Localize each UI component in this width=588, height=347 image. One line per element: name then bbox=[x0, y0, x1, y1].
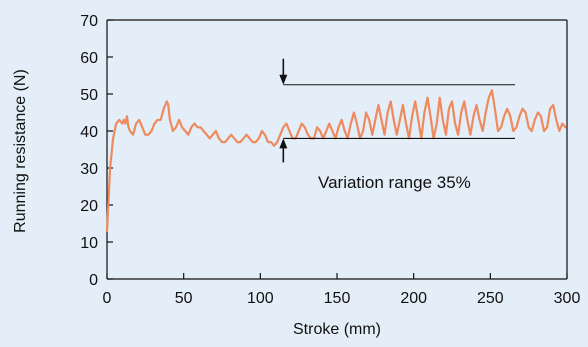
x-tick-label: 50 bbox=[175, 290, 193, 307]
resistance-line bbox=[105, 89, 567, 232]
x-tick-label: 250 bbox=[477, 290, 504, 307]
y-tick-label: 30 bbox=[80, 161, 98, 178]
variation-range-label: Variation range 35% bbox=[318, 173, 471, 192]
x-axis-label: Stroke (mm) bbox=[293, 321, 381, 338]
x-tick-label: 200 bbox=[400, 290, 427, 307]
bottom-arrow-head bbox=[279, 138, 288, 149]
variation-range-annotation: Variation range 35% bbox=[279, 58, 515, 192]
x-ticks: 0 50 100 150 200 250 300 bbox=[103, 273, 581, 307]
y-tick-label: 0 bbox=[89, 272, 98, 289]
x-tick-label: 0 bbox=[103, 290, 112, 307]
x-tick-label: 300 bbox=[554, 290, 581, 307]
y-axis-label: Running resistance (N) bbox=[12, 69, 29, 233]
top-arrow-head bbox=[279, 74, 288, 85]
x-tick-label: 150 bbox=[324, 290, 351, 307]
axes bbox=[106, 19, 568, 280]
y-ticks: 0 10 20 30 40 50 60 70 bbox=[80, 13, 113, 289]
x-tick-label: 100 bbox=[247, 290, 274, 307]
y-tick-label: 40 bbox=[80, 124, 98, 141]
y-tick-label: 60 bbox=[80, 50, 98, 67]
y-tick-label: 50 bbox=[80, 87, 98, 104]
y-tick-label: 10 bbox=[80, 235, 98, 252]
y-tick-label: 20 bbox=[80, 198, 98, 215]
y-tick-label: 70 bbox=[80, 13, 98, 30]
